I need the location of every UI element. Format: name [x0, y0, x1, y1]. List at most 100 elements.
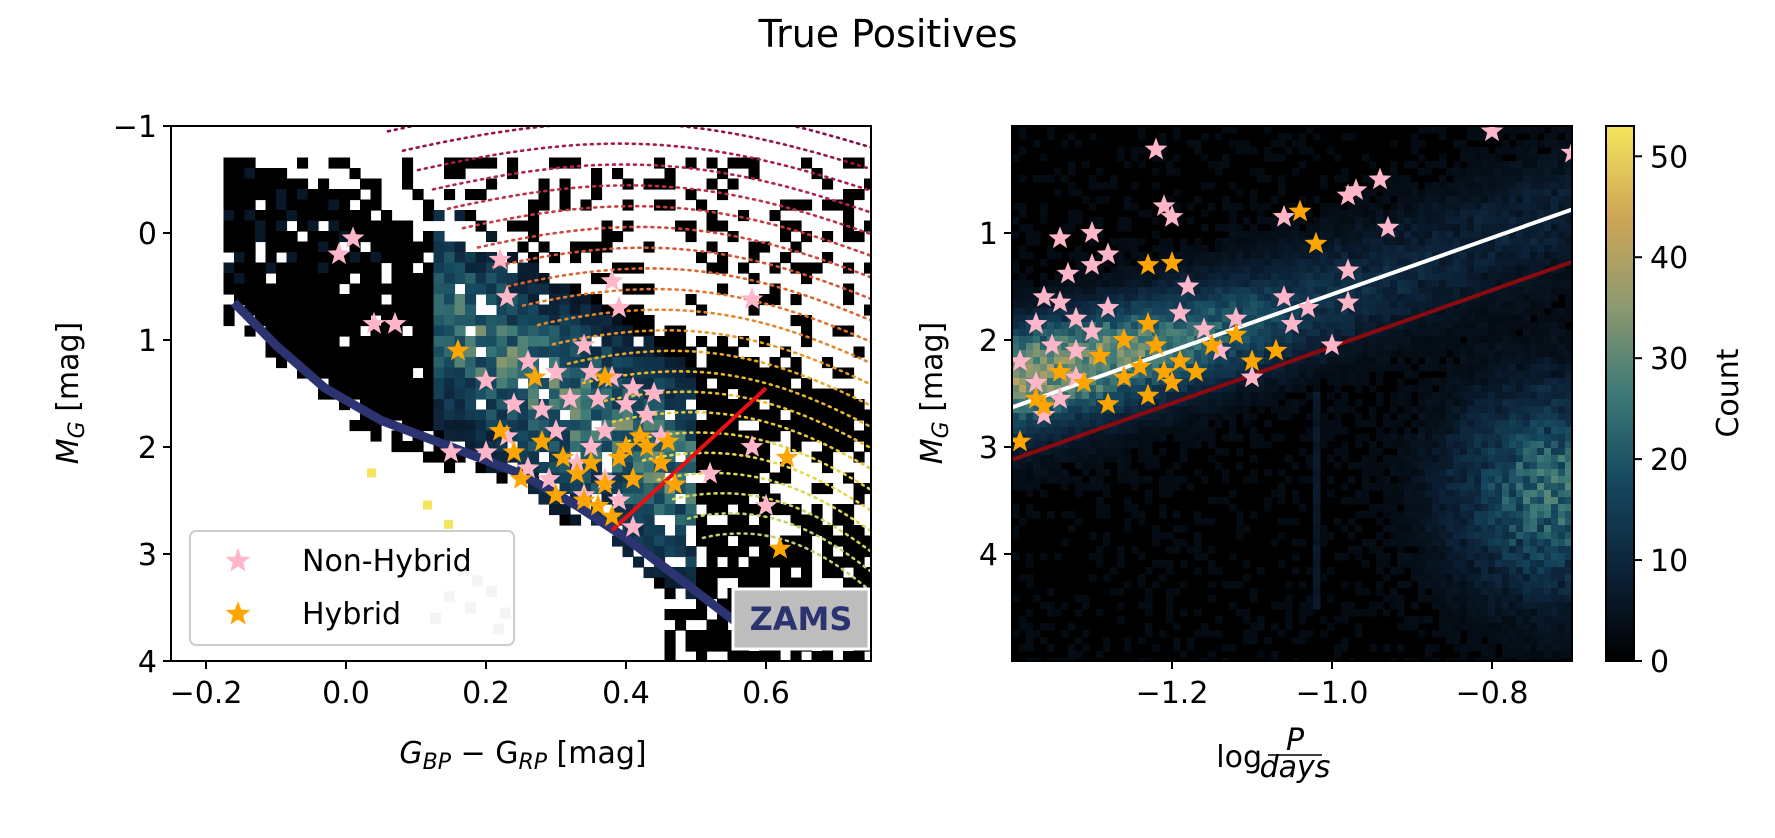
right-heatmap-cell — [1509, 595, 1517, 603]
left-density-cell — [475, 430, 487, 442]
left-density-cell — [580, 409, 592, 421]
left-density-cell — [276, 210, 288, 222]
left-density-cell — [423, 210, 435, 222]
right-heatmap-cell — [1355, 308, 1363, 316]
left-density-cell — [475, 252, 487, 264]
right-heatmap-cell — [1404, 203, 1412, 211]
right-heatmap-cell — [1166, 238, 1174, 246]
right-heatmap-cell — [1495, 392, 1503, 400]
right-heatmap-cell — [1075, 329, 1083, 337]
right-heatmap-cell — [1019, 336, 1027, 344]
right-heatmap-cell — [1460, 224, 1468, 232]
left-density-cell — [706, 399, 718, 411]
right-heatmap-cell — [1152, 385, 1160, 393]
right-heatmap-cell — [1173, 189, 1181, 197]
right-heatmap-cell — [1257, 651, 1265, 659]
right-heatmap-cell — [1040, 336, 1048, 344]
right-heatmap-cell — [1502, 168, 1510, 176]
right-heatmap-cell — [1145, 448, 1153, 456]
right-heatmap-cell — [1012, 476, 1020, 484]
right-heatmap-cell — [1376, 252, 1384, 260]
right-heatmap-cell — [1124, 294, 1132, 302]
right-heatmap-cell — [1467, 287, 1475, 295]
left-density-cell — [643, 241, 655, 253]
right-heatmap-cell — [1432, 469, 1440, 477]
right-heatmap-cell — [1313, 406, 1321, 414]
right-heatmap-cell — [1320, 364, 1328, 372]
left-density-cell — [528, 262, 540, 274]
right-heatmap-cell — [1208, 413, 1216, 421]
right-heatmap-cell — [1285, 385, 1293, 393]
right-heatmap-cell — [1278, 133, 1286, 141]
right-heatmap-cell — [1425, 644, 1433, 652]
non-hybrid-star — [740, 435, 764, 457]
right-heatmap-cell — [1397, 224, 1405, 232]
right-heatmap-cell — [1047, 378, 1055, 386]
right-heatmap-cell — [1439, 490, 1447, 498]
right-heatmap-cell — [1460, 616, 1468, 624]
right-heatmap-cell — [1264, 357, 1272, 365]
right-heatmap-cell — [1481, 217, 1489, 225]
right-heatmap-cell — [1495, 504, 1503, 512]
right-heatmap-cell — [1110, 287, 1118, 295]
left-density-cell — [864, 546, 871, 558]
left-density-cell — [454, 273, 466, 285]
right-heatmap-cell — [1306, 595, 1314, 603]
right-heatmap-cell — [1460, 364, 1468, 372]
right-heatmap-cell — [1215, 252, 1223, 260]
left-density-cell — [412, 357, 424, 369]
right-heatmap-cell — [1110, 434, 1118, 442]
right-heatmap-cell — [1166, 616, 1174, 624]
right-heatmap-cell — [1215, 413, 1223, 421]
right-heatmap-cell — [1404, 322, 1412, 330]
right-heatmap-cell — [1502, 196, 1510, 204]
left-density-cell — [664, 336, 676, 348]
right-heatmap-cell — [1432, 455, 1440, 463]
right-heatmap-cell — [1446, 518, 1454, 526]
right-heatmap-cell — [1243, 399, 1251, 407]
right-heatmap-cell — [1341, 602, 1349, 610]
left-density-cell — [633, 399, 645, 411]
left-density-cell — [265, 241, 277, 253]
right-heatmap-cell — [1082, 434, 1090, 442]
left-density-cell — [360, 388, 372, 400]
left-density-cell — [402, 220, 414, 232]
left-density-cell — [717, 252, 729, 264]
right-heatmap-cell — [1208, 273, 1216, 281]
left-density-cell — [559, 315, 571, 327]
right-heatmap-cell — [1418, 532, 1426, 540]
left-density-cell — [622, 451, 634, 463]
right-heatmap-cell — [1075, 476, 1083, 484]
right-heatmap-cell — [1481, 532, 1489, 540]
right-heatmap-cell — [1173, 252, 1181, 260]
right-heatmap-cell — [1173, 203, 1181, 211]
right-heatmap-cell — [1502, 651, 1510, 659]
left-density-cell — [339, 357, 351, 369]
left-density-cell — [769, 388, 781, 400]
right-heatmap-cell — [1383, 364, 1391, 372]
left-density-cell — [822, 199, 834, 211]
right-heatmap-cell — [1495, 511, 1503, 519]
non-hybrid-star — [341, 226, 365, 249]
right-heatmap-cell — [1208, 315, 1216, 323]
right-heatmap-cell — [1369, 273, 1377, 281]
left-density-cell — [675, 220, 687, 232]
left-density-cell — [717, 220, 729, 232]
right-heatmap-cell — [1271, 301, 1279, 309]
right-heatmap-cell — [1495, 441, 1503, 449]
left-density-cell — [297, 294, 309, 306]
left-density-cell — [780, 367, 792, 379]
right-heatmap-cell — [1208, 287, 1216, 295]
right-heatmap-cell — [1285, 133, 1293, 141]
right-heatmap-cell — [1474, 245, 1482, 253]
right-heatmap-cell — [1117, 147, 1125, 155]
right-heatmap-cell — [1474, 259, 1482, 267]
right-heatmap-cell — [1061, 336, 1069, 344]
right-heatmap-cell — [1390, 308, 1398, 316]
left-density-cell — [244, 273, 256, 285]
left-density-cell — [622, 504, 634, 516]
right-heatmap-cell — [1180, 322, 1188, 330]
right-heatmap-cell — [1201, 287, 1209, 295]
right-heatmap-cell — [1187, 427, 1195, 435]
right-heatmap-cell — [1082, 448, 1090, 456]
